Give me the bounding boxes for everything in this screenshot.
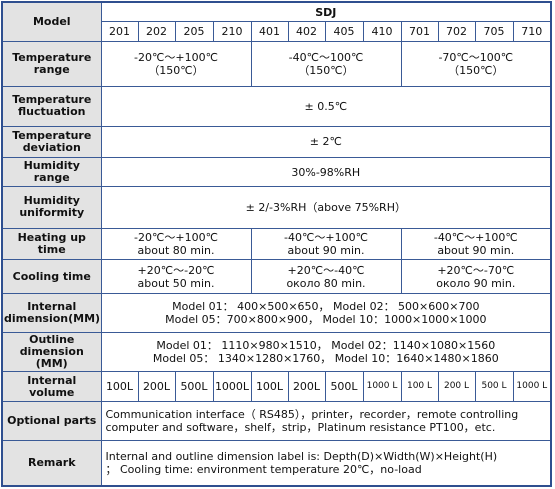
internal-volume-201: 100L — [100, 371, 139, 403]
humidity-range-label: Humidity range — [1, 156, 102, 188]
temperature-fluctuation-value: ± 0.5℃ — [100, 85, 552, 127]
model-701: 701 — [400, 21, 439, 42]
heating-up-time-group-400: -40℃～+100℃ about 90 min. — [250, 227, 402, 261]
heating-up-time-group-700: -40℃～+100℃ about 90 min. — [400, 227, 552, 261]
temperature-deviation-value: ± 2℃ — [100, 125, 552, 158]
humidity-uniformity-label: Humidity uniformity — [1, 186, 102, 229]
humidity-uniformity-value: ± 2/-3%RH（above 75%RH） — [100, 186, 552, 229]
outline-dimension-label: Outline dimension (MM) — [1, 332, 102, 373]
internal-volume-710: 1000 L — [512, 371, 552, 403]
model-202: 202 — [137, 21, 176, 42]
internal-volume-702: 200 L — [437, 371, 476, 403]
model-402: 402 — [287, 21, 326, 42]
temperature-range-group-200: -20℃～+100℃ （150℃） — [100, 40, 252, 87]
temperature-range-group-400: -40℃～100℃ （150℃） — [250, 40, 402, 87]
model-label: Model — [1, 1, 102, 42]
internal-volume-701: 100 L — [400, 371, 439, 403]
internal-volume-label: Internal volume — [1, 371, 102, 403]
optional-parts-label: Optional parts — [1, 401, 102, 442]
model-401: 401 — [250, 21, 289, 42]
internal-volume-210: 1000L — [212, 371, 252, 403]
temperature-range-group-700: -70℃～100℃ （150℃） — [400, 40, 552, 87]
model-702: 702 — [437, 21, 476, 42]
heating-up-time-label: Heating up time — [1, 227, 102, 261]
internal-dimension-label: Internal dimension(MM) — [1, 293, 102, 334]
optional-parts-value: Communication interface（ RS485），printer，… — [100, 401, 552, 442]
model-405: 405 — [324, 21, 364, 42]
model-410: 410 — [362, 21, 402, 42]
humidity-range-value: 30%-98%RH — [100, 156, 552, 188]
cooling-time-label: Cooling time — [1, 259, 102, 295]
internal-volume-205: 500L — [174, 371, 214, 403]
outline-dimension-value: Model 01： 1110×980×1510， Model 02：1140×1… — [100, 332, 552, 373]
temperature-fluctuation-label: Temperature fluctuation — [1, 85, 102, 127]
model-205: 205 — [174, 21, 214, 42]
remark-value: Internal and outline dimension label is:… — [100, 440, 552, 487]
model-705: 705 — [474, 21, 514, 42]
internal-volume-402: 200L — [287, 371, 326, 403]
model-210: 210 — [212, 21, 252, 42]
internal-volume-705: 500 L — [474, 371, 514, 403]
model-201: 201 — [100, 21, 139, 42]
heating-up-time-group-200: -20℃～+100℃ about 80 min. — [100, 227, 252, 261]
cooling-time-group-200: +20℃～-20℃ about 50 min. — [100, 259, 252, 295]
cooling-time-group-700: +20℃～-70℃ около 90 min. — [400, 259, 552, 295]
remark-label: Remark — [1, 440, 102, 487]
series-name: SDJ — [100, 1, 552, 23]
internal-volume-401: 100L — [250, 371, 289, 403]
internal-volume-202: 200L — [137, 371, 176, 403]
internal-volume-410: 1000 L — [362, 371, 402, 403]
internal-volume-405: 500L — [324, 371, 364, 403]
internal-dimension-value: Model 01： 400×500×650， Model 02： 500×600… — [100, 293, 552, 334]
model-710: 710 — [512, 21, 552, 42]
cooling-time-group-400: +20℃～-40℃ около 80 min. — [250, 259, 402, 295]
temperature-deviation-label: Temperature deviation — [1, 125, 102, 158]
temperature-range-label: Temperature range — [1, 40, 102, 87]
